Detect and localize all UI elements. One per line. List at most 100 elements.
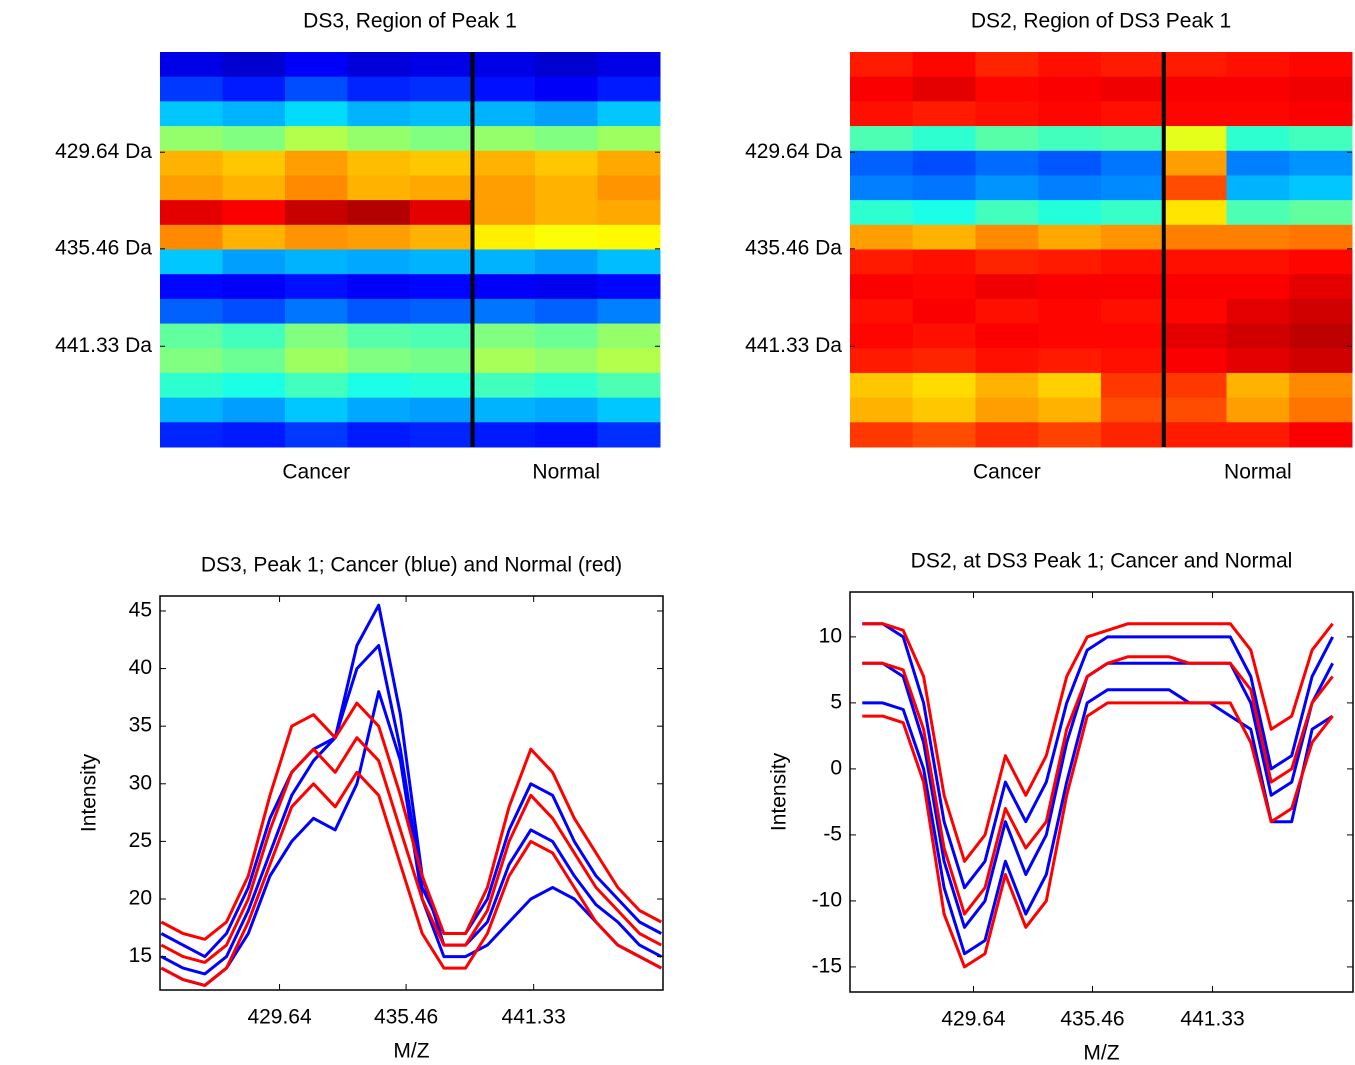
heat-cell: [222, 422, 286, 448]
heat-cell: [1101, 372, 1165, 399]
heat-cell: [472, 422, 536, 448]
heat-cell: [160, 422, 223, 448]
trace: [862, 655, 1334, 916]
heat-cell: [1226, 175, 1290, 201]
heat-cell: [160, 274, 223, 300]
trace: [160, 701, 662, 941]
heat-cell: [1226, 224, 1290, 250]
heat-cell: [1038, 348, 1102, 374]
heat-cell: [222, 101, 286, 127]
heat-cell: [1101, 52, 1165, 78]
heat-cell: [912, 224, 976, 250]
heat-cell: [410, 422, 473, 448]
heat-cell: [222, 348, 286, 374]
heat-cell: [975, 150, 1039, 176]
x-tick-label: 441.33: [502, 1006, 566, 1029]
heat-cell: [1101, 298, 1165, 325]
heat-cell: [347, 397, 411, 423]
plot-frame: [159, 595, 664, 991]
heat-cell: [222, 274, 286, 300]
trace: [160, 603, 662, 976]
heat-cell: [912, 175, 976, 201]
heat-cell: [535, 323, 598, 349]
heat-cell: [410, 200, 473, 226]
heat-cell: [1101, 224, 1165, 250]
heat-cell: [285, 126, 348, 152]
heat-cell: [285, 150, 348, 176]
heat-cell: [975, 249, 1039, 275]
heat-cell: [1101, 101, 1165, 127]
heat-cell: [347, 224, 411, 250]
heat-cell: [160, 348, 223, 374]
y-tick-label: 40: [129, 656, 152, 679]
heat-cell: [472, 372, 536, 399]
heat-cell: [1038, 101, 1102, 127]
heat-cell: [222, 175, 286, 201]
heat-cell: [472, 126, 536, 152]
heat-cell: [975, 348, 1039, 374]
heat-cell: [1038, 224, 1102, 250]
heat-cell: [472, 323, 536, 349]
heat-cell: [850, 323, 914, 349]
heat-cell: [410, 274, 473, 300]
heat-cell: [1163, 76, 1227, 102]
heat-cell: [975, 323, 1039, 349]
heat-cell: [912, 274, 976, 300]
heat-cell: [1289, 76, 1353, 102]
heat-cell: [410, 372, 473, 399]
heat-cell: [1163, 348, 1227, 374]
heat-cell: [1163, 249, 1227, 275]
heat-cell: [597, 348, 661, 374]
x-tick-label: 441.33: [1180, 1008, 1244, 1031]
heat-cell: [1289, 274, 1353, 300]
heat-cell: [975, 76, 1039, 102]
heat-cell: [1226, 323, 1290, 349]
heat-cell: [850, 52, 914, 78]
y-tick-label: -5: [823, 822, 842, 845]
heat-cell: [160, 249, 223, 275]
heat-cell: [285, 397, 348, 423]
heat-cell: [597, 224, 661, 250]
heat-cell: [1289, 175, 1353, 201]
heat-cell: [975, 224, 1039, 250]
heat-cell: [410, 52, 473, 78]
heat-cell: [472, 249, 536, 275]
heat-cell: [160, 200, 223, 226]
x-tick-label: 429.64: [247, 1006, 312, 1029]
x-tick-label: 435.46: [374, 1006, 438, 1029]
heat-cell: [1038, 200, 1102, 226]
heat-cell: [850, 422, 914, 448]
heat-cell: [912, 348, 976, 374]
heat-cell: [1163, 224, 1227, 250]
heat-cell: [472, 200, 536, 226]
heat-cell: [285, 298, 348, 325]
heat-cell: [912, 372, 976, 399]
heat-cell: [535, 298, 598, 325]
heat-cell: [160, 52, 223, 78]
heat-cell: [222, 224, 286, 250]
heat-cell: [850, 348, 914, 374]
heat-cell: [1038, 150, 1102, 176]
heat-cell: [1226, 150, 1290, 176]
heat-cell: [535, 200, 598, 226]
y-tick-label: 20: [129, 887, 152, 910]
heat-cell: [472, 224, 536, 250]
heat-cell: [222, 76, 286, 102]
x-category-label: Cancer: [282, 461, 350, 484]
y-tick-label: 10: [819, 624, 842, 647]
heat-cell: [285, 52, 348, 78]
heat-cell: [535, 422, 598, 448]
heat-cell: [1038, 298, 1102, 325]
heat-cell: [535, 274, 598, 300]
heat-cell: [1101, 422, 1165, 448]
heat-cell: [850, 224, 914, 250]
heat-cell: [1101, 76, 1165, 102]
heat-cell: [472, 348, 536, 374]
heat-cell: [975, 101, 1039, 127]
heat-cell: [975, 274, 1039, 300]
heat-cell: [1038, 126, 1102, 152]
x-tick-label: 429.64: [941, 1008, 1006, 1031]
heat-cell: [1038, 52, 1102, 78]
heat-cell: [160, 101, 223, 127]
chart-title: DS2, at DS3 Peak 1; Cancer and Normal: [911, 550, 1293, 573]
